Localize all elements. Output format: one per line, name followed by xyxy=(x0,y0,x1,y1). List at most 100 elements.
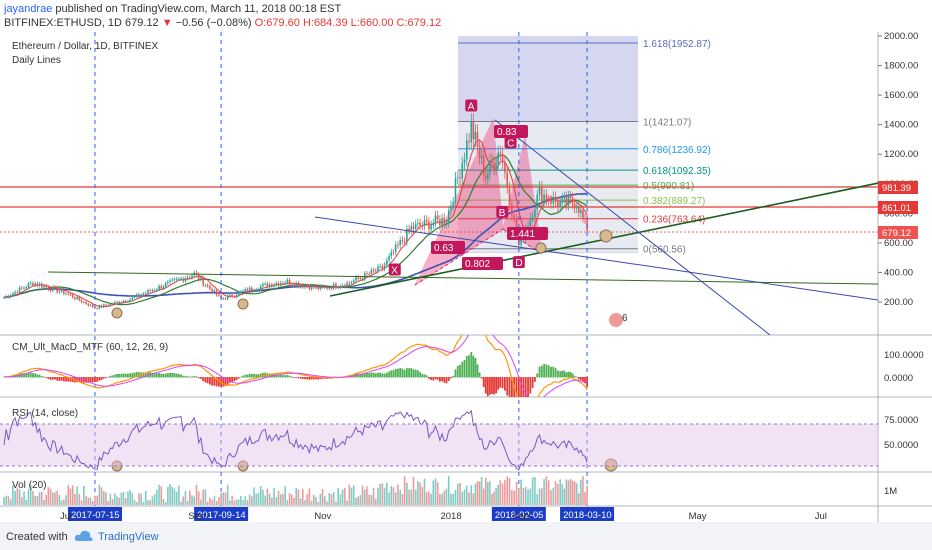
price-candle-body xyxy=(476,132,479,147)
volume-bar xyxy=(78,494,81,505)
price-candle-body xyxy=(346,282,348,287)
volume-bar xyxy=(468,492,470,505)
macd-histogram-bar xyxy=(559,371,562,378)
price-candle-body xyxy=(142,293,145,295)
green-trendline-flat[interactable] xyxy=(47,271,878,285)
macd-histogram-bar xyxy=(419,372,422,378)
time-tick-label: Jul xyxy=(815,511,827,522)
volume-bar xyxy=(186,500,189,505)
volume-bar xyxy=(575,483,578,505)
event-badge[interactable]: 6 xyxy=(609,313,628,327)
volume-bar xyxy=(180,501,182,505)
price-candle-body xyxy=(337,287,339,289)
blue-trendline-down[interactable] xyxy=(494,119,771,335)
volume-bar xyxy=(524,487,527,505)
blue-trendline-lower[interactable] xyxy=(314,216,878,301)
macd-histogram-bar xyxy=(480,377,483,379)
price-label-981: 981.39 xyxy=(882,183,911,194)
price-candle-body xyxy=(43,285,45,288)
volume-bar xyxy=(355,497,357,505)
price-candle-body xyxy=(357,277,359,279)
volume-bars xyxy=(3,476,588,505)
pattern-ratio-label: 0.83 xyxy=(497,127,517,138)
volume-bar xyxy=(277,490,280,505)
price-candle-body xyxy=(312,285,315,288)
macd-histogram-bar xyxy=(563,370,566,378)
pattern-labels[interactable]: X A B C D 0.63 0.83 1.441 0.802 xyxy=(388,99,548,276)
volume-bar xyxy=(454,489,457,505)
volume-bar xyxy=(251,496,253,505)
pattern-point-label: C xyxy=(507,138,514,149)
price-candle-body xyxy=(531,217,534,218)
macd-histogram-bar xyxy=(527,377,529,397)
tradingview-cloud-icon[interactable] xyxy=(74,529,94,543)
price-candle-body xyxy=(478,146,481,158)
footer: Created with TradingView xyxy=(0,522,932,550)
publish-line: jayandrae published on TradingView.com, … xyxy=(4,3,341,15)
macd-histogram-bar xyxy=(493,377,495,395)
volume-bar xyxy=(332,492,335,505)
price-candle-body xyxy=(87,303,90,306)
pattern-point-box xyxy=(465,99,478,112)
volume-bar xyxy=(584,491,586,505)
price-candle-body xyxy=(51,286,54,291)
volume-bar xyxy=(357,496,359,505)
macd-histogram-bar xyxy=(529,377,532,394)
price-candle-body xyxy=(151,290,154,292)
macd-histogram-bar xyxy=(43,376,45,378)
chart-canvas[interactable]: 1.618(1952.87) 1(1421.07) 0.786(1236.92) 0.… xyxy=(0,32,932,522)
green-support-trendline[interactable] xyxy=(329,172,932,297)
trend-lines[interactable] xyxy=(47,119,932,335)
price-candle-body xyxy=(147,290,149,293)
macd-histogram-bar xyxy=(133,372,136,378)
macd-histogram-bar xyxy=(520,377,523,397)
macd-histogram-bar xyxy=(166,373,169,378)
macd-histogram-bar xyxy=(579,377,582,380)
time-axis[interactable]: 2017-07-15 2017-09-14 2018-02-05 2018-03-10… xyxy=(60,507,827,522)
volume-bar xyxy=(531,477,534,505)
volume-bar xyxy=(162,498,165,505)
price-candle-body xyxy=(63,289,65,294)
volume-bar xyxy=(379,483,381,505)
volume-bar xyxy=(111,499,114,505)
macd-histogram-bar xyxy=(38,374,41,378)
macd-histogram-bar xyxy=(405,368,408,378)
tradingview-brand[interactable]: TradingView xyxy=(98,531,159,543)
macd-histogram-bar xyxy=(565,372,568,378)
macd-histogram-bar xyxy=(399,368,402,378)
price-candle-body xyxy=(277,283,280,286)
price-candle-body xyxy=(264,283,266,285)
author-link[interactable]: jayandrae xyxy=(4,3,53,15)
volume-bar xyxy=(461,491,464,505)
macd-histogram-bar xyxy=(297,377,300,379)
price-candle-body xyxy=(366,273,368,275)
macd-histogram-bar xyxy=(361,374,364,378)
price-candle-body xyxy=(565,196,568,206)
price-candle-body xyxy=(182,278,185,282)
volume-bar xyxy=(266,488,269,505)
price-candle-body xyxy=(423,219,426,227)
macd-histogram-bar xyxy=(151,372,154,378)
price-candle-body xyxy=(499,152,502,154)
price-candle-body xyxy=(355,277,357,281)
macd-histogram-bar xyxy=(45,377,48,378)
price-candle-body xyxy=(109,303,112,306)
volume-bar xyxy=(545,476,548,505)
macd-histogram-bar xyxy=(421,374,424,378)
rsi-band xyxy=(0,424,878,466)
price-candle-body xyxy=(506,172,509,188)
volume-bar xyxy=(335,501,337,505)
time-tick-label: Nov xyxy=(314,511,331,522)
price-candle-body xyxy=(491,160,493,163)
macd-histogram-bar xyxy=(522,377,525,397)
event-flag-icon[interactable] xyxy=(609,313,623,327)
date-marker-bg xyxy=(560,507,615,521)
price-candle-body xyxy=(248,287,251,292)
macd-histogram-bar xyxy=(195,376,198,378)
macd-histogram-bar xyxy=(91,377,94,383)
fib-level-label: 0.786(1236.92) xyxy=(643,145,711,156)
volume-bar xyxy=(16,487,19,505)
macd-histogram-bar xyxy=(25,373,28,378)
pattern-point-box xyxy=(388,263,401,276)
macd-title: CM_Ult_MacD_MTF (60, 12, 26, 9) xyxy=(12,342,168,353)
